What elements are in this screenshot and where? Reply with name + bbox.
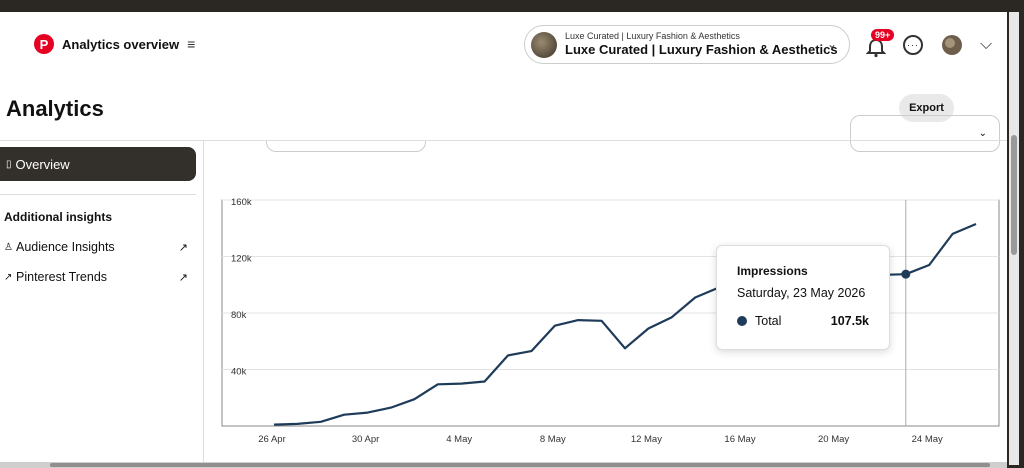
pinterest-logo-icon[interactable]: P [34, 34, 54, 54]
sidebar-section-heading: Additional insights [4, 210, 112, 224]
x-tick-label: 26 Apr [258, 434, 285, 445]
account-menu-chevron-icon[interactable]: ⌵ [980, 36, 993, 53]
x-tick-label: 8 May [540, 434, 566, 445]
brand: P Analytics overview ≡ [34, 34, 195, 54]
x-tick-label: 30 Apr [352, 434, 379, 445]
chevron-down-icon: ⌄ [826, 37, 837, 51]
hamburger-menu-icon[interactable]: ≡ [187, 36, 196, 52]
tooltip-value: 107.5k [830, 314, 869, 328]
tooltip-series-label: Total [755, 314, 782, 328]
x-tick-label: 4 May [446, 434, 472, 445]
metric-dropdown[interactable] [266, 140, 426, 152]
top-bar: P Analytics overview ≡ Luxe Curated | Lu… [0, 12, 1007, 78]
trends-icon: ↗ [4, 271, 13, 283]
chevron-down-icon: ⌄ [978, 128, 987, 139]
sidebar-divider [0, 194, 196, 195]
account-switcher[interactable]: Luxe Curated | Luxury Fashion & Aestheti… [524, 25, 850, 64]
x-tick-label: 16 May [724, 434, 755, 445]
tooltip-date: Saturday, 23 May 2026 [737, 286, 866, 300]
series-dot-icon [737, 316, 747, 326]
messages-icon[interactable]: ··· [903, 35, 923, 55]
header-divider [0, 140, 1007, 141]
y-tick-label: 120k [231, 254, 252, 265]
page-title: Analytics [6, 96, 104, 121]
horizontal-scrollbar-thumb[interactable] [50, 463, 990, 467]
browser-window: P Analytics overview ≡ Luxe Curated | Lu… [0, 12, 1007, 465]
highlight-point [901, 269, 911, 279]
account-name: Luxe Curated | Luxury Fashion & Aestheti… [565, 42, 838, 58]
external-link-icon: ↗ [178, 271, 188, 284]
sidebar-item-overview[interactable]: ▯ Overview [0, 147, 196, 181]
sidebar-edge [203, 141, 204, 465]
x-tick-label: 12 May [631, 434, 662, 445]
notification-bell-icon[interactable] [866, 38, 886, 58]
y-tick-label: 160k [231, 197, 252, 208]
chart-tooltip: Impressions Saturday, 23 May 2026 Total … [716, 245, 890, 350]
user-avatar[interactable] [942, 35, 962, 55]
y-tick-label: 80k [231, 310, 247, 321]
sidebar-item-label: Pinterest Trends [16, 270, 108, 284]
sidebar-item-audience-insights[interactable]: ♙ Audience Insights ↗ [4, 240, 188, 254]
sidebar-item-pinterest-trends[interactable]: ↗ Pinterest Trends ↗ [4, 270, 188, 284]
external-link-icon: ↗ [178, 241, 188, 254]
account-subtitle: Luxe Curated | Luxury Fashion & Aestheti… [565, 31, 740, 42]
vertical-scrollbar-thumb[interactable] [1011, 135, 1017, 255]
x-tick-label: 24 May [912, 434, 943, 445]
notification-badge: 99+ [871, 29, 895, 41]
date-range-dropdown[interactable]: ⌄ [850, 115, 1000, 152]
tooltip-title: Impressions [737, 264, 808, 278]
audience-icon: ♙ [4, 241, 13, 253]
sidebar-item-label: Audience Insights [16, 240, 115, 254]
x-tick-label: 20 May [818, 434, 849, 445]
sidebar-item-label: Overview [15, 156, 70, 172]
app-title: Analytics overview [62, 36, 180, 52]
account-avatar [531, 31, 557, 58]
export-button[interactable]: Export [899, 94, 954, 122]
overview-icon: ▯ [6, 158, 12, 170]
y-tick-label: 40k [231, 367, 247, 378]
